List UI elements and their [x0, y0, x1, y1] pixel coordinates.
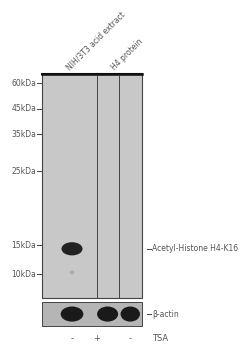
- Text: Acetyl-Histone H4-K16: Acetyl-Histone H4-K16: [152, 244, 238, 253]
- Bar: [42, 302, 142, 326]
- Ellipse shape: [120, 307, 140, 322]
- Text: 35kDa: 35kDa: [11, 130, 36, 139]
- Text: NIH/3T3 acid extract: NIH/3T3 acid extract: [65, 10, 127, 72]
- Text: β-actin: β-actin: [152, 309, 179, 318]
- Ellipse shape: [61, 307, 83, 322]
- Text: -: -: [71, 334, 73, 343]
- Text: -: -: [129, 334, 132, 343]
- Ellipse shape: [97, 307, 118, 322]
- Text: H4 protein: H4 protein: [109, 37, 144, 72]
- Ellipse shape: [70, 271, 74, 274]
- Text: 60kDa: 60kDa: [11, 79, 36, 88]
- Bar: [42, 74, 142, 298]
- Text: 45kDa: 45kDa: [11, 104, 36, 113]
- Text: TSA: TSA: [152, 334, 168, 343]
- Ellipse shape: [61, 242, 83, 256]
- Text: 15kDa: 15kDa: [12, 240, 36, 250]
- Text: 25kDa: 25kDa: [12, 167, 36, 176]
- Text: 10kDa: 10kDa: [12, 270, 36, 279]
- Text: +: +: [94, 334, 101, 343]
